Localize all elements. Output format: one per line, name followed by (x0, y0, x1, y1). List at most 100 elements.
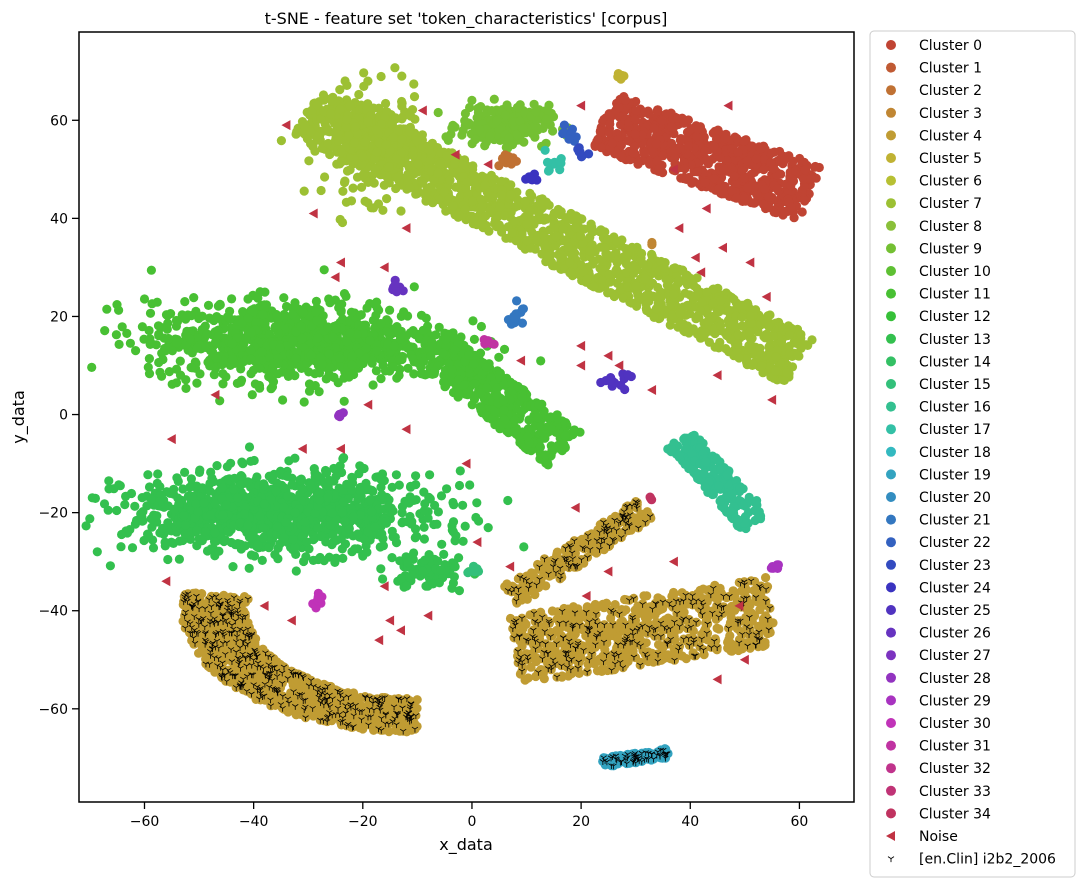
scatter-point (472, 498, 482, 508)
scatter-point (372, 346, 382, 356)
scatter-point (370, 299, 380, 309)
scatter-point (146, 265, 156, 275)
scatter-point (458, 500, 468, 510)
scatter-point (48, 366, 57, 375)
scatter-point (680, 164, 690, 174)
scatter-point (304, 156, 314, 166)
scatter-point (499, 344, 510, 354)
scatter-point (517, 406, 527, 416)
scatter-point (745, 311, 755, 321)
scatter-point (496, 421, 506, 431)
scatter-point (345, 165, 355, 175)
scatter-point (378, 205, 388, 215)
scatter-point (621, 95, 631, 105)
scatter-point (324, 349, 334, 359)
scatter-point (593, 134, 603, 144)
scatter-point (413, 159, 423, 169)
scatter-point (322, 126, 333, 136)
scatter-point (344, 131, 354, 141)
scatter-point (382, 327, 392, 337)
scatter-point (556, 253, 566, 263)
scatter-point (513, 381, 523, 392)
scatter-point (752, 190, 762, 200)
scatter-point (563, 242, 573, 252)
scatter-point (522, 432, 533, 442)
scatter-point (473, 107, 483, 118)
scatter-point (368, 203, 379, 213)
scatter-point (626, 263, 636, 273)
scatter-point (525, 206, 535, 216)
scatter-point (652, 156, 662, 166)
scatter-point (458, 125, 468, 136)
scatter-point (143, 470, 153, 480)
scatter-point (381, 140, 391, 150)
scatter-point (409, 282, 419, 292)
scatter-point (766, 158, 776, 168)
scatter-point (388, 132, 398, 142)
scatter-point (513, 195, 523, 205)
scatter-point (700, 328, 711, 338)
scatter-point (469, 379, 479, 389)
scatter-point (534, 399, 544, 410)
scatter-point (467, 139, 477, 149)
scatter-point (525, 188, 535, 198)
scatter-point (192, 378, 202, 388)
scatter-point (796, 329, 806, 339)
scatter-point (810, 162, 820, 172)
scatter-point (163, 519, 173, 529)
scatter-point (708, 298, 718, 308)
scatter-point (365, 495, 375, 505)
scatter-point (243, 313, 253, 323)
scatter-point (347, 351, 357, 361)
scatter-point (761, 329, 772, 339)
scatter-point (507, 228, 517, 238)
scatter-point (724, 347, 734, 357)
scatter-point (536, 197, 546, 207)
scatter-point (807, 335, 817, 345)
scatter-point (390, 63, 400, 73)
scatter-point (439, 377, 449, 387)
scatter-point (335, 85, 345, 95)
scatter-point (641, 290, 652, 300)
scatter-point (376, 374, 386, 384)
scatter-point (633, 159, 643, 169)
scatter-point (494, 352, 504, 362)
scatter-point (406, 481, 416, 491)
scatter-point (697, 298, 707, 308)
scatter-point (433, 168, 443, 178)
scatter-point (368, 380, 378, 390)
scatter-point (796, 343, 806, 353)
scatter-point (175, 356, 185, 366)
scatter-point (335, 353, 345, 363)
scatter-point (288, 309, 298, 319)
scatter-point (504, 133, 514, 143)
scatter-point (746, 335, 756, 345)
scatter-point (312, 315, 322, 326)
scatter-point (686, 124, 696, 134)
scatter-point (355, 485, 365, 495)
scatter-point (360, 196, 370, 206)
scatter-point (638, 259, 648, 269)
scatter-point (661, 274, 671, 284)
scatter-point (476, 321, 486, 332)
scatter-point (741, 354, 752, 364)
scatter-point (376, 319, 386, 329)
scatter-point (278, 395, 288, 405)
scatter-point (509, 427, 519, 437)
scatter-point (771, 352, 781, 362)
scatter-point (596, 143, 607, 153)
scatter-point (327, 96, 337, 106)
scatter-point (329, 463, 339, 474)
scatter-point (670, 153, 680, 163)
scatter-point (299, 556, 309, 567)
scatter-point (203, 300, 214, 310)
scatter-point (297, 334, 307, 344)
scatter-point (460, 108, 470, 119)
scatter-point (749, 198, 759, 208)
scatter-point (109, 484, 119, 494)
scatter-point (553, 414, 563, 424)
scatter-point (518, 123, 528, 133)
scatter-point (159, 333, 169, 343)
scatter-point (576, 231, 586, 241)
scatter-point (384, 162, 394, 172)
